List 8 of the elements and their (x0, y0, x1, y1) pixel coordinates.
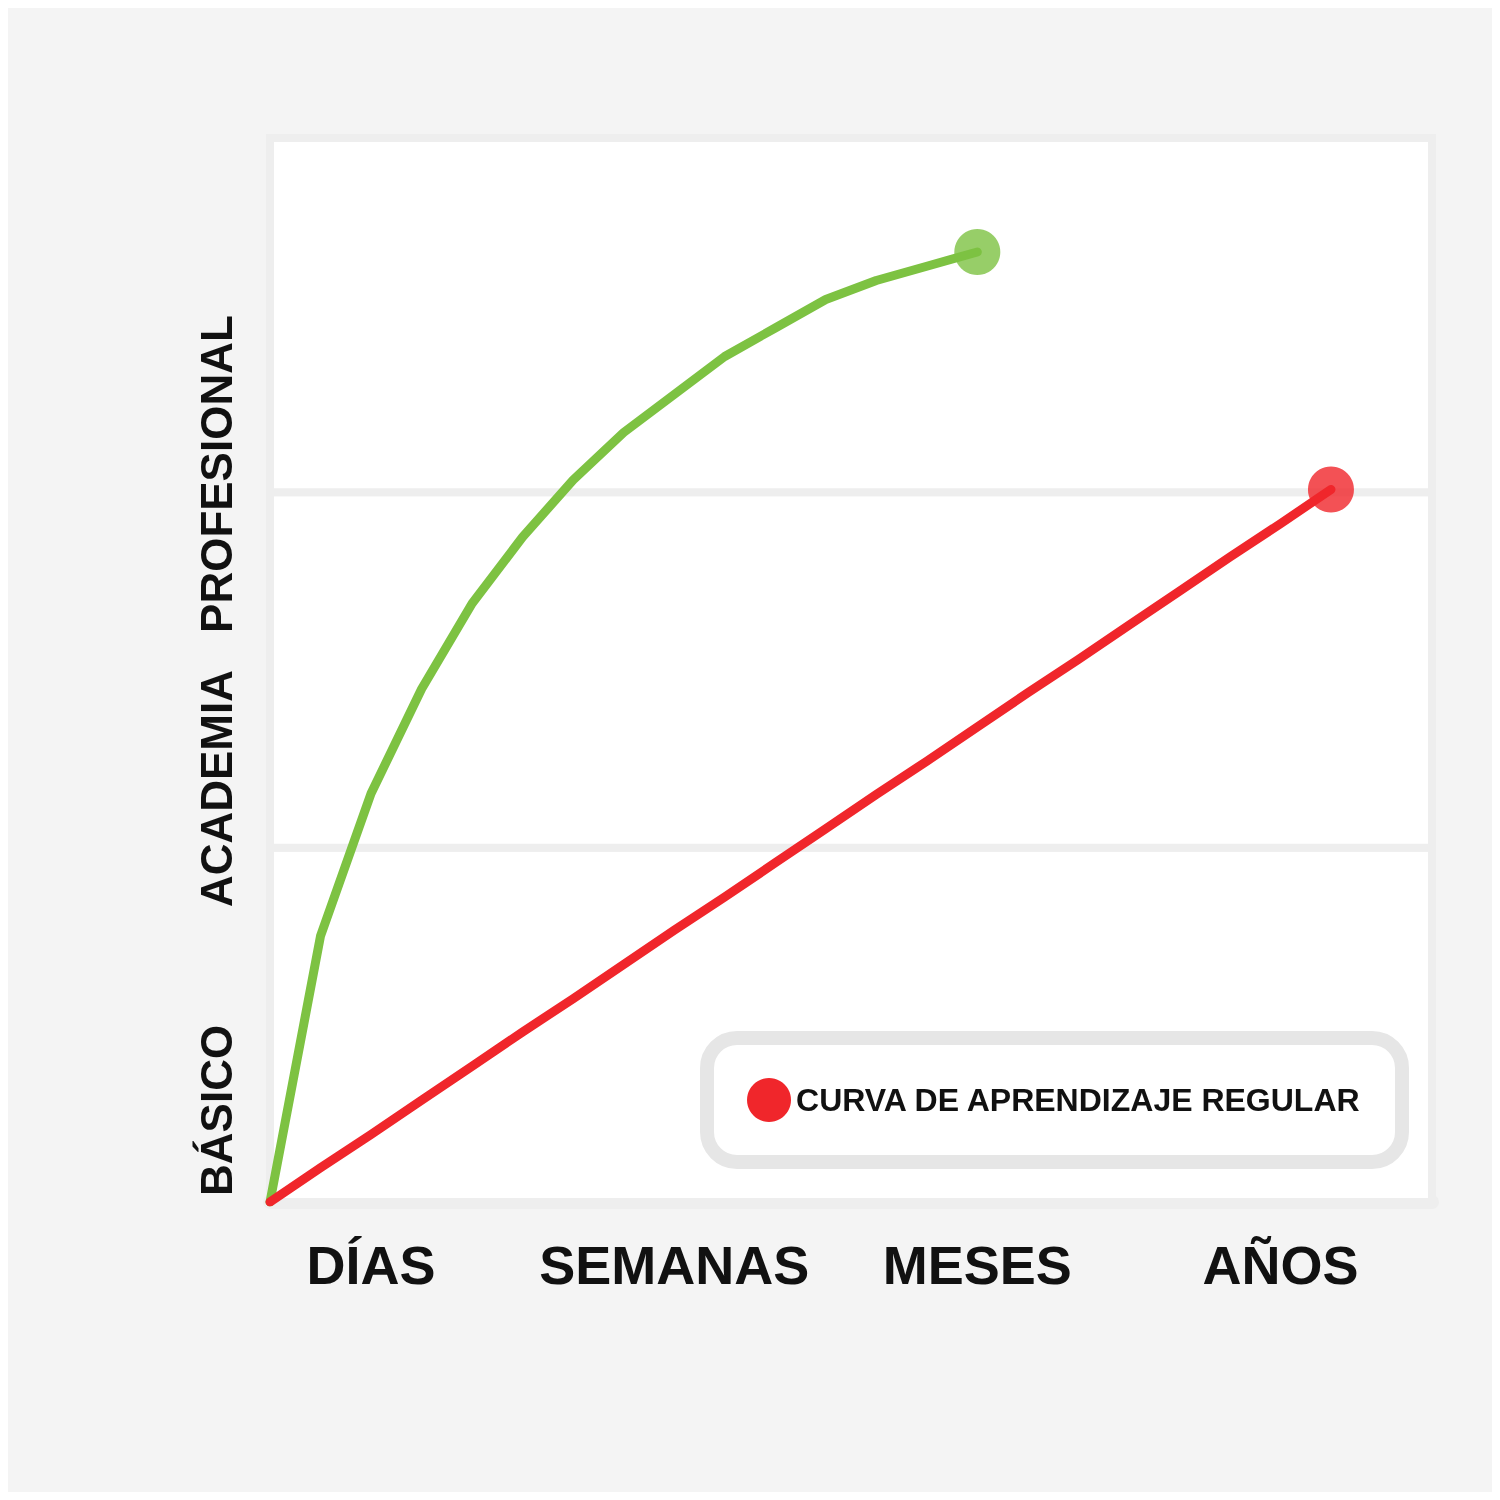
legend-label: CURVA DE APRENDIZAJE REGULAR (796, 1082, 1360, 1118)
band-label: ACADEMIA (191, 670, 241, 908)
band-label: BÁSICO (191, 1024, 241, 1196)
band-label: PROFESIONAL (191, 315, 241, 633)
x-tick-label: AÑOS (1202, 1235, 1359, 1295)
x-tick-label: MESES (882, 1235, 1072, 1295)
x-tick-label: SEMANAS (539, 1235, 810, 1295)
x-tick-label: DÍAS (306, 1235, 436, 1295)
